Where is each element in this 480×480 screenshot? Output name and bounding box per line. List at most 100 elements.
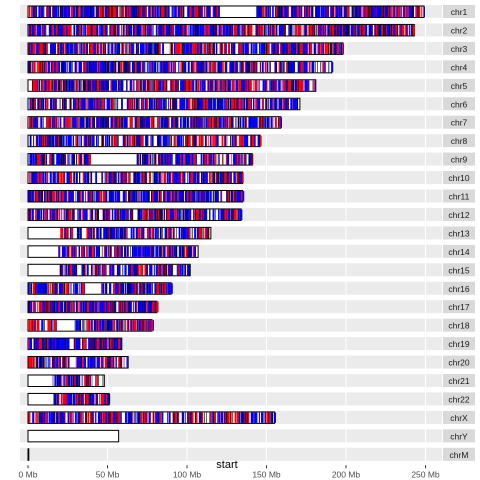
- band-blue: [196, 43, 199, 54]
- band-boundary: [52, 80, 53, 91]
- band-red: [238, 80, 241, 91]
- band-red: [201, 6, 203, 17]
- band-blue: [106, 98, 109, 110]
- band-blue: [146, 264, 148, 276]
- band-blue: [89, 191, 91, 202]
- band-boundary: [144, 246, 146, 257]
- band-red: [46, 172, 49, 184]
- band-blue: [283, 61, 285, 73]
- band-blue: [275, 43, 276, 54]
- band-blue: [305, 6, 308, 17]
- band-blue: [79, 227, 82, 239]
- band-blue: [200, 43, 203, 54]
- band-red: [72, 172, 75, 184]
- band-boundary: [166, 80, 167, 91]
- band-boundary: [143, 80, 144, 91]
- band-boundary: [88, 98, 89, 110]
- band-blue: [287, 98, 289, 110]
- band-boundary: [347, 24, 348, 36]
- band-red: [131, 98, 134, 110]
- band-blue: [216, 135, 219, 147]
- band-red: [120, 61, 122, 73]
- band-blue: [102, 80, 105, 91]
- band-boundary: [115, 24, 116, 36]
- band-blue: [231, 135, 233, 147]
- band-boundary: [64, 80, 66, 91]
- band-boundary: [88, 172, 89, 184]
- band-red: [215, 154, 217, 165]
- band-red: [59, 154, 62, 165]
- band-boundary: [291, 61, 293, 73]
- band-blue: [356, 6, 358, 17]
- band-blue: [62, 246, 64, 257]
- band-red: [216, 6, 219, 17]
- band-blue: [291, 80, 294, 91]
- band-blue: [81, 191, 84, 202]
- band-red: [66, 6, 69, 17]
- band-blue: [69, 154, 71, 165]
- band-red: [36, 191, 39, 202]
- band-blue: [208, 191, 210, 202]
- band-red: [209, 172, 211, 184]
- band-boundary: [107, 61, 108, 73]
- band-red: [114, 6, 117, 17]
- band-blue: [173, 98, 175, 110]
- band-blue: [176, 209, 179, 220]
- band-boundary: [334, 43, 336, 54]
- row-label-box-chr22: [443, 392, 475, 406]
- band-boundary: [247, 24, 249, 36]
- band-blue: [121, 98, 122, 110]
- band-blue: [40, 117, 43, 128]
- band-red: [169, 43, 171, 54]
- band-blue: [159, 6, 161, 17]
- band-blue: [141, 80, 143, 91]
- band-red: [30, 209, 32, 220]
- band-boundary: [154, 172, 155, 184]
- band-blue: [111, 43, 113, 54]
- band-blue: [38, 209, 40, 220]
- band-blue: [75, 264, 78, 276]
- band-red: [176, 209, 178, 220]
- band-boundary: [154, 154, 156, 165]
- band-boundary: [37, 209, 39, 220]
- band-red: [260, 117, 263, 128]
- band-red: [304, 6, 307, 17]
- band-boundary: [114, 98, 116, 110]
- band-blue: [126, 98, 129, 110]
- band-boundary: [135, 6, 137, 17]
- band-blue: [49, 209, 52, 220]
- band-boundary: [36, 135, 38, 147]
- row-strip-chr22: [20, 392, 442, 406]
- band-boundary: [237, 117, 239, 128]
- band-blue: [237, 209, 240, 220]
- band-boundary: [334, 24, 336, 36]
- band-blue: [195, 154, 197, 165]
- band-red: [232, 80, 233, 91]
- band-blue: [158, 172, 160, 184]
- band-boundary: [67, 227, 68, 239]
- band-boundary: [136, 154, 138, 165]
- band-red: [59, 246, 61, 257]
- band-blue: [290, 98, 292, 110]
- band-boundary: [92, 209, 94, 220]
- band-red: [208, 117, 211, 128]
- band-boundary: [145, 172, 147, 184]
- band-red: [228, 43, 230, 54]
- band-red: [154, 80, 156, 91]
- band-blue: [207, 98, 210, 110]
- band-red: [131, 80, 133, 91]
- band-blue: [117, 98, 119, 110]
- band-red: [199, 172, 200, 184]
- band-boundary: [285, 80, 287, 91]
- band-blue: [67, 135, 70, 147]
- band-blue: [185, 43, 188, 54]
- band-red: [195, 117, 197, 128]
- band-red: [188, 227, 190, 239]
- band-blue: [158, 98, 160, 110]
- band-boundary: [249, 61, 250, 73]
- band-boundary: [111, 98, 113, 110]
- band-blue: [130, 6, 134, 17]
- band-boundary: [175, 246, 176, 257]
- band-boundary: [148, 209, 150, 220]
- band-boundary: [72, 43, 74, 54]
